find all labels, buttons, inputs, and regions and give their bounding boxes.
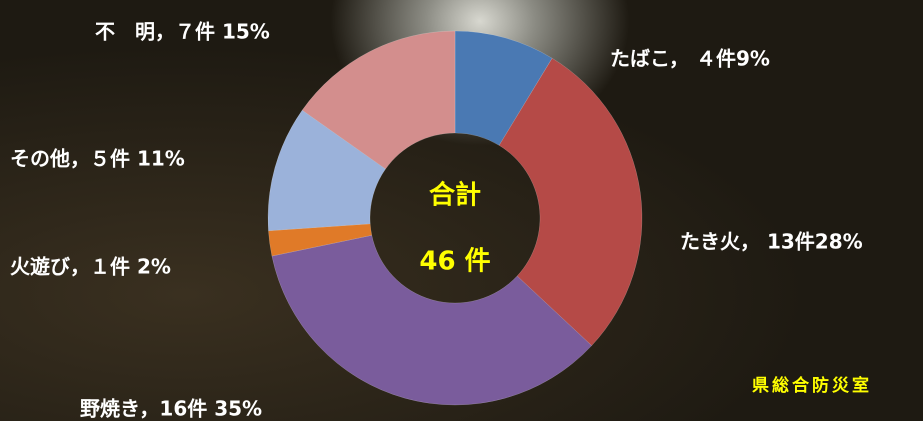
chart: たばこ， ４件9% たき火， 13件28% 野焼き，16件 35% 火遊び，１件 2%… bbox=[0, 0, 923, 421]
slice-label: 野焼き，16件 35% bbox=[80, 397, 262, 421]
slice-label: 不 明，７件 15% bbox=[95, 20, 270, 44]
slice-label: その他，５件 11% bbox=[10, 147, 185, 171]
slice-label: たき火， 13件28% bbox=[680, 230, 863, 254]
source: 県総合防災室 bbox=[752, 375, 872, 396]
center-label: 合計 bbox=[429, 180, 481, 211]
slice-label: 火遊び，１件 2% bbox=[10, 255, 171, 279]
center-total: 46 件 bbox=[419, 247, 490, 277]
slice-label: たばこ， ４件9% bbox=[610, 47, 770, 71]
page: たばこ， ４件9% たき火， 13件28% 野焼き，16件 35% 火遊び，１件 2%… bbox=[0, 0, 923, 421]
